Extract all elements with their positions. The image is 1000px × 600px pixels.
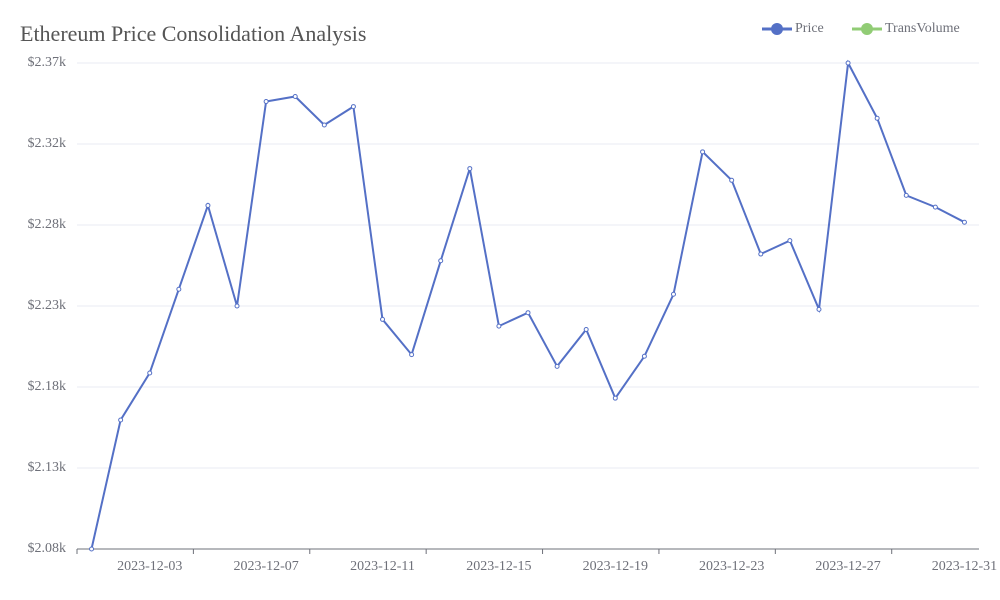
y-tick-label: $2.18k	[28, 379, 67, 394]
data-point	[787, 238, 793, 244]
data-point	[961, 219, 967, 225]
data-point	[670, 291, 676, 297]
data-point	[903, 192, 909, 198]
y-tick-label: $2.23k	[28, 298, 67, 313]
x-tick-label: 2023-12-07	[233, 559, 298, 574]
x-tick-label: 2023-12-11	[350, 559, 415, 574]
data-point	[525, 310, 531, 316]
data-point	[292, 94, 298, 100]
legend-icon-dot	[861, 23, 873, 35]
data-point	[438, 258, 444, 264]
y-tick-label: $2.37k	[28, 55, 67, 70]
data-point	[583, 326, 589, 332]
y-tick-label: $2.32k	[28, 136, 67, 151]
legend-icon-dot	[771, 23, 783, 35]
chart-title: Ethereum Price Consolidation Analysis	[20, 21, 366, 46]
data-point	[816, 306, 822, 312]
data-point	[321, 122, 327, 128]
data-point	[350, 104, 356, 110]
legend-label: TransVolume	[885, 21, 960, 36]
data-point	[409, 352, 415, 358]
data-point	[496, 323, 502, 329]
data-point	[263, 99, 269, 105]
data-point	[874, 115, 880, 121]
data-point	[641, 353, 647, 359]
data-point	[612, 395, 618, 401]
data-point	[467, 166, 473, 172]
x-tick-label: 2023-12-15	[466, 559, 531, 574]
data-point	[205, 202, 211, 208]
y-tick-label: $2.28k	[28, 217, 67, 232]
legend-label: Price	[795, 21, 824, 36]
data-point	[554, 363, 560, 369]
x-tick-label: 2023-12-23	[699, 559, 764, 574]
data-point	[89, 546, 95, 552]
data-point	[758, 251, 764, 257]
x-tick-label: 2023-12-31	[932, 559, 997, 574]
data-point	[932, 204, 938, 210]
x-tick-label: 2023-12-27	[815, 559, 880, 574]
data-point	[176, 286, 182, 292]
x-tick-label: 2023-12-03	[117, 559, 182, 574]
data-point	[118, 417, 124, 423]
x-tick-label: 2023-12-19	[583, 559, 648, 574]
data-point	[845, 60, 851, 66]
y-tick-label: $2.08k	[28, 541, 67, 556]
y-tick-label: $2.13k	[28, 460, 67, 475]
data-point	[380, 316, 386, 322]
data-point	[729, 177, 735, 183]
data-point	[700, 149, 706, 155]
data-point	[234, 303, 240, 309]
data-point	[147, 370, 153, 376]
